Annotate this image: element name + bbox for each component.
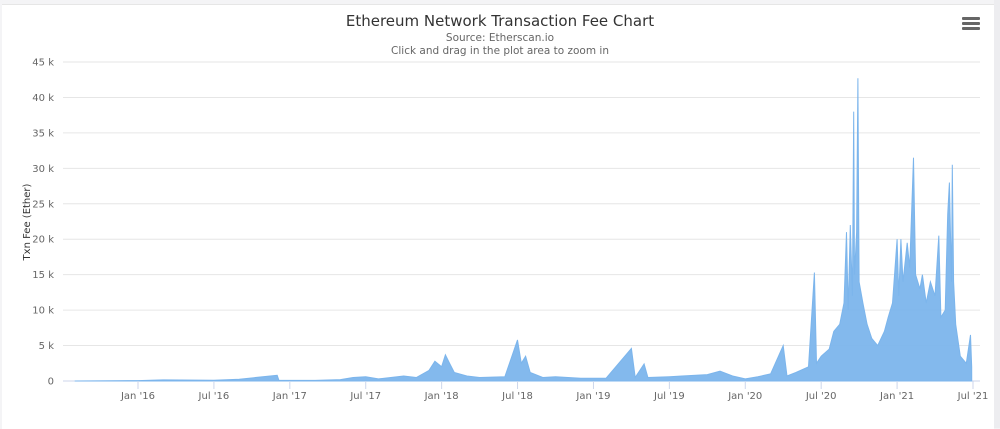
hamburger-menu-icon[interactable] <box>962 17 980 31</box>
x-tick-label: Jan '19 <box>575 391 610 402</box>
y-axis-label: Txn Fee (Ether) <box>22 183 33 261</box>
x-tick-label: Jul '20 <box>805 391 837 402</box>
y-tick-label: 5 k <box>39 341 55 352</box>
x-tick-label: Jul '16 <box>198 391 230 402</box>
y-tick-label: 25 k <box>32 199 54 210</box>
zoom-hint: Click and drag in the plot area to zoom … <box>391 45 609 57</box>
y-tick-label: 0 <box>48 377 54 388</box>
x-axis: Jan '16 Jul '16 Jan '17 Jul '17 Jan '18 Jul '… <box>120 381 988 402</box>
y-tick-label: 40 k <box>32 93 54 104</box>
menu-bar <box>962 17 980 20</box>
x-tick-label: Jul '21 <box>957 391 989 402</box>
x-tick-label: Jan '21 <box>879 391 914 402</box>
y-axis: 0 5 k 10 k 15 k 20 k 25 k 30 k 35 k 40 k 45 k <box>32 58 54 388</box>
fee-area <box>74 78 973 382</box>
series-area <box>74 78 973 382</box>
x-tick-label: Jan '18 <box>424 391 459 402</box>
menu-bar <box>962 22 980 25</box>
x-tick-label: Jan '17 <box>272 391 307 402</box>
y-tick-label: 45 k <box>32 58 54 69</box>
x-tick-label: Jul '17 <box>349 391 381 402</box>
y-tick-label: 10 k <box>32 306 54 317</box>
x-tick-label: Jul '18 <box>501 391 533 402</box>
chart-title: Ethereum Network Transaction Fee Chart <box>345 12 655 30</box>
page-scroll-strip <box>994 0 1000 428</box>
y-tick-label: 15 k <box>32 270 54 281</box>
x-tick-label: Jan '16 <box>120 391 155 402</box>
menu-bar <box>962 27 980 30</box>
x-tick-label: Jul '19 <box>653 391 685 402</box>
y-tick-label: 35 k <box>32 128 54 139</box>
y-tick-label: 30 k <box>32 164 54 175</box>
chart-subtitle: Source: Etherscan.io <box>445 32 555 44</box>
y-tick-label: 20 k <box>32 235 54 246</box>
x-tick-label: Jan '20 <box>727 391 762 402</box>
